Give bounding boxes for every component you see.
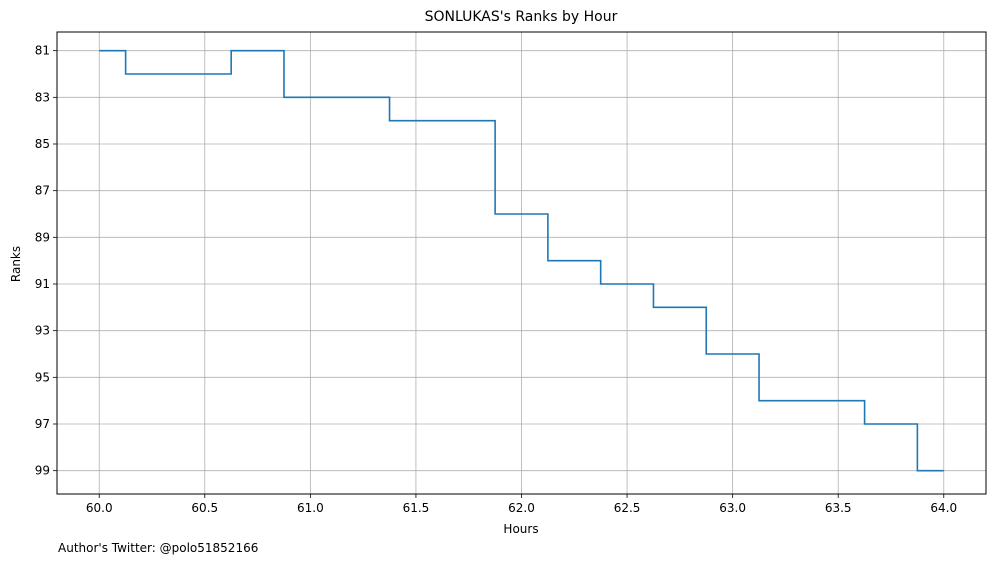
grid-lines	[57, 32, 986, 494]
y-tick-label: 87	[35, 184, 50, 198]
chart-title: SONLUKAS's Ranks by Hour	[425, 9, 618, 25]
x-tick-label: 62.0	[508, 501, 535, 515]
x-axis-ticks: 60.0 60.5 61.0 61.5 62.0 62.5 63.0 63.5 64.0	[86, 494, 957, 515]
x-tick-label: 61.5	[403, 501, 430, 515]
y-tick-label: 83	[35, 90, 50, 104]
x-tick-label: 61.0	[297, 501, 324, 515]
y-axis-label: Ranks	[9, 246, 23, 282]
y-tick-label: 91	[35, 277, 50, 291]
y-tick-label: 89	[35, 230, 50, 244]
x-tick-label: 63.5	[825, 501, 852, 515]
x-tick-label: 62.5	[614, 501, 641, 515]
author-credit: Author's Twitter: @polo51852166	[58, 541, 258, 555]
x-axis-label: Hours	[503, 522, 538, 536]
series-layer	[99, 49, 944, 472]
y-axis-ticks: 81 83 85 87 89 91 93 95 97 99	[35, 44, 57, 478]
y-tick-label: 97	[35, 417, 50, 431]
x-tick-label: 63.0	[719, 501, 746, 515]
rank-step-line	[99, 49, 944, 472]
y-tick-label: 85	[35, 137, 50, 151]
x-tick-label: 60.5	[191, 501, 218, 515]
y-tick-label: 81	[35, 44, 50, 58]
x-tick-label: 64.0	[930, 501, 957, 515]
y-tick-label: 99	[35, 464, 50, 478]
x-tick-label: 60.0	[86, 501, 113, 515]
y-tick-label: 93	[35, 324, 50, 338]
y-tick-label: 95	[35, 370, 50, 384]
